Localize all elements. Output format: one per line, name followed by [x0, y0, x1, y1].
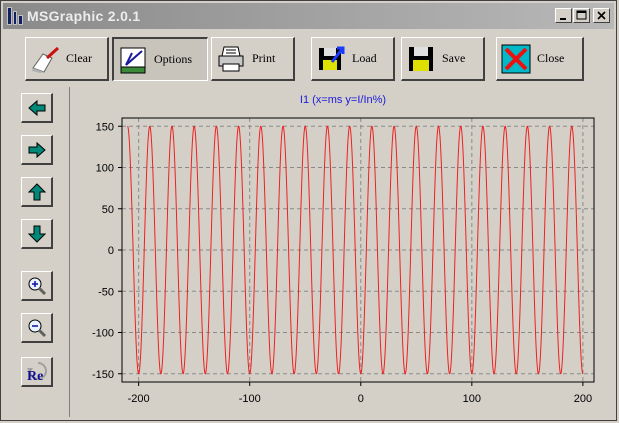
reset-icon: Re	[26, 361, 47, 384]
title-controls	[555, 8, 610, 23]
arrow-left-icon	[27, 99, 45, 116]
x-tick-label: 200	[574, 393, 592, 405]
y-tick-label: -50	[98, 286, 114, 298]
y-axis-ticks: 150 100 50 0 -50 -100 -150	[92, 121, 122, 381]
close-window-button[interactable]	[593, 8, 610, 23]
window-title: MSGraphic 2.0.1	[27, 8, 141, 24]
toolbar: Clear Options Print	[9, 37, 609, 83]
arrow-up-icon	[27, 182, 46, 200]
pan-right-button[interactable]	[21, 135, 53, 165]
reset-view-button[interactable]: Re	[21, 357, 53, 387]
pan-up-button[interactable]	[21, 177, 53, 207]
zoom-in-icon	[28, 277, 46, 295]
save-icon	[409, 46, 433, 71]
clear-label: Clear	[66, 51, 92, 65]
x-axis-ticks: -200 -100 0 100 200	[128, 382, 592, 405]
y-tick-label: -100	[92, 328, 114, 340]
print-label: Print	[252, 51, 276, 65]
sidebar: Re	[9, 87, 70, 417]
chart-title: I1 (x=ms y=I/In%)	[299, 94, 387, 106]
close-x-icon	[501, 44, 531, 73]
waveform-chart[interactable]: 150 100 50 0 -50 -100 -150 -200 -100 0 100 200	[73, 87, 613, 417]
printer-icon	[218, 46, 244, 71]
minimize-icon	[560, 18, 566, 20]
minimize-button[interactable]	[555, 8, 572, 23]
arrow-down-icon	[27, 225, 46, 243]
chart-grid	[122, 118, 594, 382]
clear-button[interactable]: Clear	[25, 37, 109, 81]
app-icon	[7, 7, 24, 25]
x-tick-label: -100	[239, 393, 261, 405]
plot-panel[interactable]: I1 (x=ms y=I/In%) 150 100 50 0 -50 -100 -150 -…	[73, 87, 613, 417]
close-button[interactable]: Close	[496, 37, 584, 81]
y-tick-label: 150	[96, 121, 114, 133]
pan-left-button[interactable]	[21, 93, 53, 123]
x-tick-label: 0	[358, 393, 364, 405]
save-label: Save	[442, 51, 466, 65]
maximize-icon	[576, 10, 587, 20]
arrow-right-icon	[28, 141, 46, 158]
y-tick-label: 50	[102, 204, 114, 216]
options-icon	[120, 47, 146, 73]
pan-down-button[interactable]	[21, 219, 53, 249]
zoom-in-button[interactable]	[21, 271, 53, 301]
x-tick-label: 100	[463, 393, 481, 405]
y-tick-label: 100	[96, 163, 114, 175]
maximize-button[interactable]	[573, 8, 590, 23]
eraser-icon	[32, 46, 60, 73]
reset-label: Re	[27, 369, 43, 384]
plot-frame	[121, 117, 595, 383]
x-tick-label: -200	[128, 393, 150, 405]
save-button[interactable]: Save	[401, 37, 485, 81]
y-tick-label: 0	[108, 245, 114, 257]
load-button[interactable]: Load	[311, 37, 395, 81]
load-label: Load	[352, 51, 377, 65]
title-bar[interactable]: MSGraphic 2.0.1	[3, 3, 614, 29]
zoom-out-button[interactable]	[21, 313, 53, 343]
load-icon	[319, 46, 345, 70]
series-trace	[127, 125, 584, 375]
close-icon	[597, 11, 606, 20]
y-tick-label: -150	[92, 369, 114, 381]
print-button[interactable]: Print	[211, 37, 295, 81]
options-button[interactable]: Options	[112, 37, 208, 81]
zoom-out-icon	[28, 319, 46, 337]
close-label: Close	[537, 51, 565, 65]
options-label: Options	[154, 52, 193, 66]
